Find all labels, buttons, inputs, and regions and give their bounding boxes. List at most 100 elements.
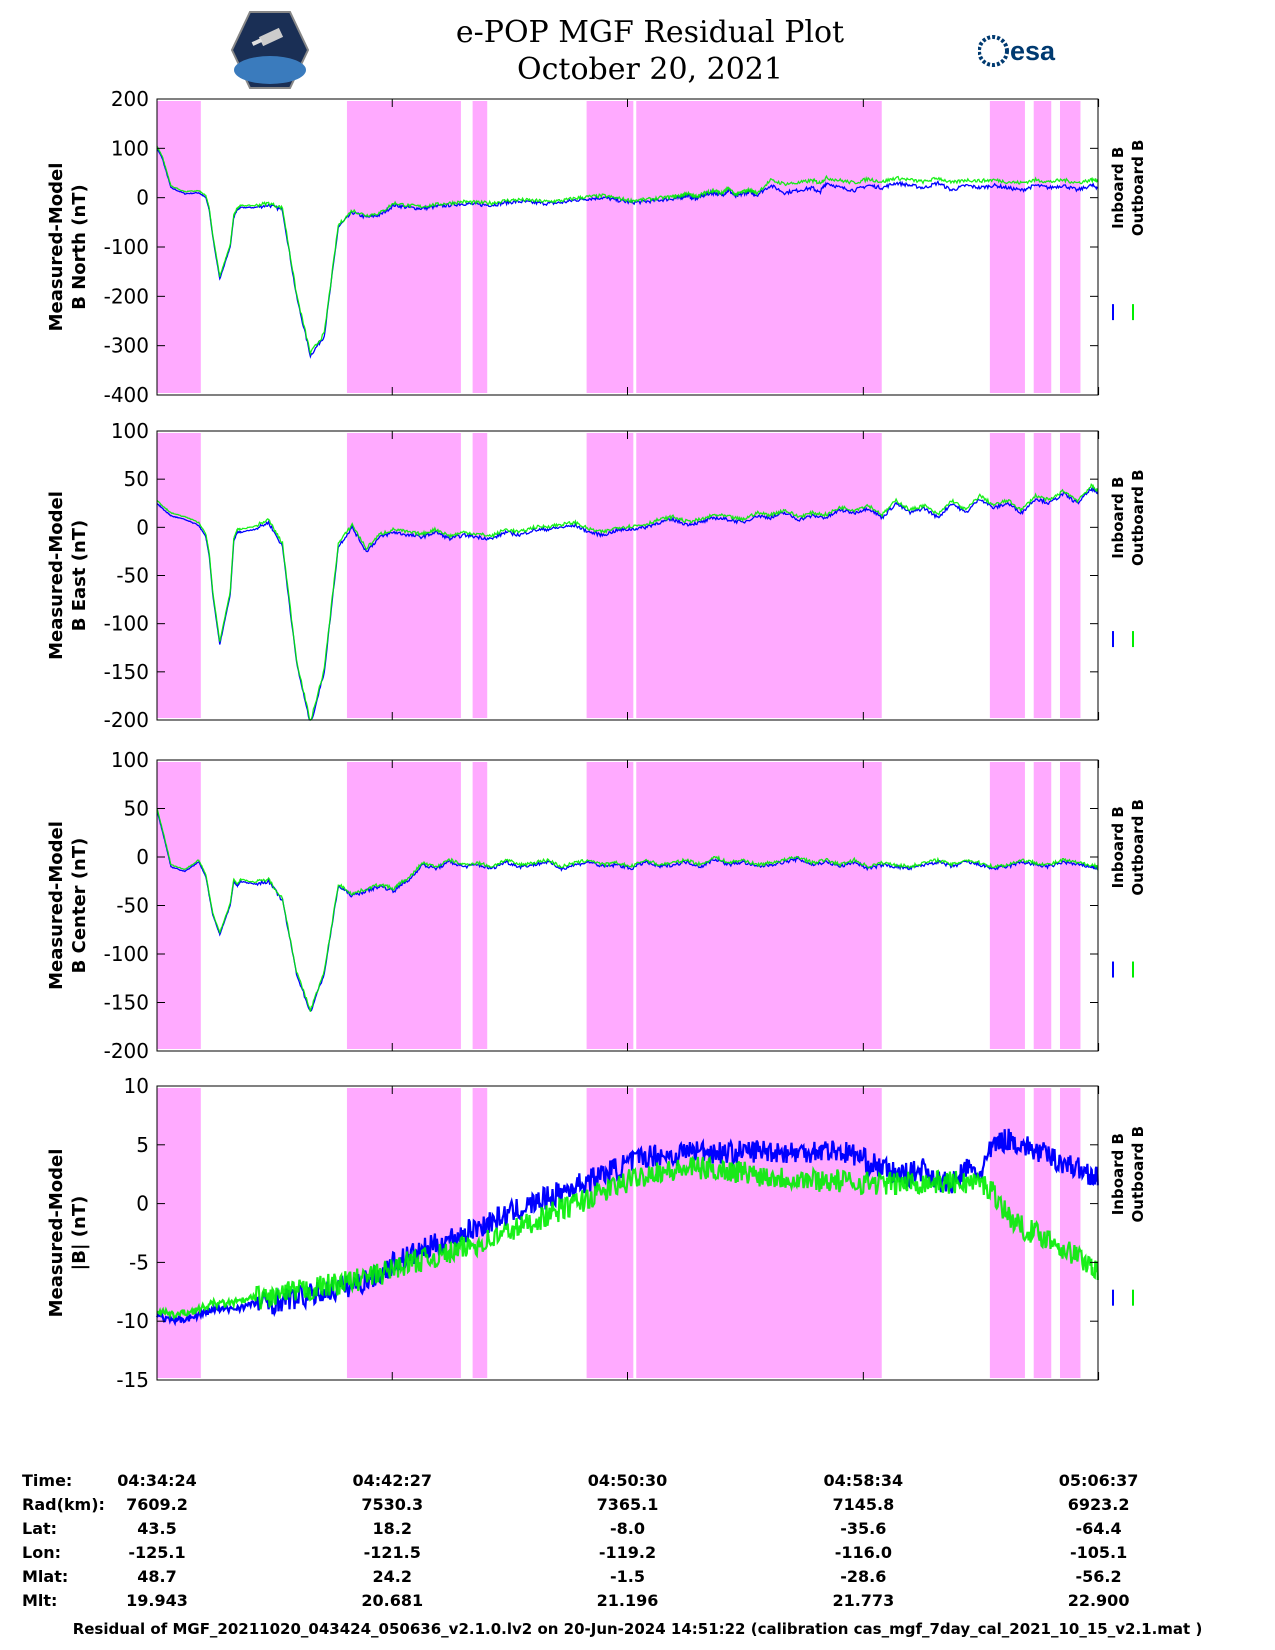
shaded-interval-2-5 bbox=[989, 762, 1025, 1049]
info-value-3-3: -116.0 bbox=[834, 1543, 892, 1562]
shaded-interval-3-1 bbox=[346, 1088, 461, 1378]
info-value-4-2: -64.4 bbox=[1075, 1519, 1122, 1538]
ytick-label-2-4: -100 bbox=[104, 942, 149, 966]
series-line-1-0 bbox=[156, 487, 1099, 721]
ytick-label-0-0: 200 bbox=[111, 87, 149, 111]
shaded-interval-1-5 bbox=[989, 433, 1025, 718]
esa-logo: esa bbox=[977, 34, 1062, 72]
ytick-label-2-1: 50 bbox=[124, 797, 149, 821]
series-line-2-0 bbox=[156, 810, 1098, 1012]
orbit-info-table: Time: Rad(km): Lat: Lon: Mlat: Mlt: 04:3… bbox=[0, 1463, 1275, 1610]
footer-caption: Residual of MGF_20211020_043424_050636_v… bbox=[72, 1620, 1203, 1638]
info-value-1-2: 18.2 bbox=[372, 1519, 412, 1538]
info-label-mlat: Mlat: bbox=[22, 1567, 69, 1586]
ytick-label-3-0: 10 bbox=[124, 1074, 149, 1098]
legend-label-inboard-3: Inboard B bbox=[1109, 1133, 1127, 1215]
ytick-label-2-5: -150 bbox=[104, 991, 149, 1015]
info-label-rad: Rad(km): bbox=[22, 1495, 105, 1514]
ytick-label-2-3: -50 bbox=[116, 894, 149, 918]
shaded-interval-0-2 bbox=[472, 101, 488, 393]
legend-label-outboard-0: Outboard B bbox=[1129, 140, 1147, 237]
cassiope-logo bbox=[230, 10, 310, 94]
series-line-3-1 bbox=[156, 1155, 1099, 1320]
shaded-interval-2-7 bbox=[1060, 762, 1081, 1049]
info-value-2-0: 04:50:30 bbox=[587, 1471, 668, 1490]
title-line-2: October 20, 2021 bbox=[517, 52, 783, 87]
shaded-interval-3-4 bbox=[636, 1088, 882, 1378]
info-value-0-3: -125.1 bbox=[128, 1543, 186, 1562]
ytick-label-1-4: -100 bbox=[104, 612, 149, 636]
ytick-label-1-3: -50 bbox=[116, 564, 149, 588]
shaded-interval-2-2 bbox=[472, 762, 488, 1049]
shaded-interval-1-4 bbox=[636, 433, 882, 718]
info-value-2-1: 7365.1 bbox=[596, 1495, 659, 1514]
info-value-4-0: 05:06:37 bbox=[1058, 1471, 1139, 1490]
info-value-3-5: 21.773 bbox=[832, 1591, 895, 1610]
shaded-interval-0-3 bbox=[586, 101, 634, 393]
legend-label-inboard-1: Inboard B bbox=[1109, 477, 1127, 559]
ytick-label-0-4: -200 bbox=[104, 284, 149, 308]
ytick-label-3-2: 0 bbox=[136, 1192, 149, 1216]
info-value-4-5: 22.900 bbox=[1067, 1591, 1130, 1610]
series-line-0-1 bbox=[156, 145, 1099, 357]
legend-label-outboard-1: Outboard B bbox=[1129, 469, 1147, 566]
info-value-0-1: 7609.2 bbox=[126, 1495, 188, 1514]
series-line-2-1 bbox=[156, 808, 1099, 1012]
info-value-3-0: 04:58:34 bbox=[823, 1471, 904, 1490]
info-value-0-5: 19.943 bbox=[126, 1591, 188, 1610]
shaded-interval-2-4 bbox=[636, 762, 882, 1049]
ytick-label-1-6: -200 bbox=[104, 708, 149, 732]
shaded-interval-1-6 bbox=[1033, 433, 1052, 718]
shaded-interval-2-3 bbox=[586, 762, 634, 1049]
info-value-4-1: 6923.2 bbox=[1067, 1495, 1130, 1514]
ytick-label-3-1: 5 bbox=[136, 1133, 149, 1157]
esa-logo-text: esa bbox=[1010, 36, 1056, 66]
ylabel-line1-3: Measured-Model bbox=[46, 1149, 67, 1318]
info-label-mlt: Mlt: bbox=[22, 1591, 58, 1610]
info-value-1-1: 7530.3 bbox=[361, 1495, 424, 1514]
info-label-time: Time: bbox=[22, 1471, 73, 1490]
info-value-1-0: 04:42:27 bbox=[352, 1471, 433, 1490]
ylabel-line1-1: Measured-Model bbox=[46, 491, 67, 660]
ytick-label-0-1: 100 bbox=[111, 136, 149, 160]
ytick-label-1-0: 100 bbox=[111, 419, 149, 443]
shaded-interval-3-2 bbox=[472, 1088, 488, 1378]
ytick-label-1-2: 0 bbox=[136, 515, 149, 539]
info-value-2-4: -1.5 bbox=[610, 1567, 645, 1586]
shaded-interval-1-2 bbox=[472, 433, 488, 718]
ylabel-line2-2: B Center (nT) bbox=[69, 838, 90, 974]
ylabel-line2-0: B North (nT) bbox=[69, 184, 90, 310]
ytick-label-2-6: -200 bbox=[104, 1039, 149, 1063]
info-label-lon: Lon: bbox=[22, 1543, 61, 1562]
shaded-interval-3-0 bbox=[157, 1088, 201, 1378]
series-line-3-0 bbox=[155, 1128, 1099, 1327]
info-value-3-2: -35.6 bbox=[840, 1519, 887, 1538]
shaded-interval-1-3 bbox=[586, 433, 634, 718]
ytick-label-3-5: -15 bbox=[116, 1368, 149, 1392]
shaded-interval-2-1 bbox=[346, 762, 461, 1049]
legend-label-outboard-3: Outboard B bbox=[1129, 1126, 1147, 1223]
info-value-4-3: -105.1 bbox=[1069, 1543, 1128, 1562]
info-value-2-5: 21.196 bbox=[596, 1591, 659, 1610]
chart-title: e-POP MGF Residual Plot October 20, 2021 bbox=[360, 14, 940, 88]
shaded-interval-0-6 bbox=[1033, 101, 1052, 393]
shaded-interval-2-6 bbox=[1033, 762, 1052, 1049]
ylabel-line2-1: B East (nT) bbox=[69, 520, 90, 632]
title-line-1: e-POP MGF Residual Plot bbox=[455, 15, 845, 50]
info-value-2-3: -119.2 bbox=[598, 1543, 657, 1562]
ytick-label-0-2: 0 bbox=[136, 186, 149, 210]
shaded-interval-1-7 bbox=[1060, 433, 1081, 718]
series-line-1-1 bbox=[156, 483, 1099, 721]
ytick-label-1-5: -150 bbox=[104, 660, 149, 684]
ytick-label-0-6: -400 bbox=[104, 383, 149, 407]
ylabel-line1-0: Measured-Model bbox=[46, 163, 67, 332]
info-value-3-4: -28.6 bbox=[840, 1567, 887, 1586]
shaded-interval-0-7 bbox=[1060, 101, 1081, 393]
ytick-label-3-4: -10 bbox=[116, 1309, 149, 1333]
legend-label-inboard-2: Inboard B bbox=[1109, 806, 1127, 888]
info-value-3-1: 7145.8 bbox=[832, 1495, 895, 1514]
ytick-label-3-3: -5 bbox=[129, 1250, 149, 1274]
ylabel-line2-3: |B| (nT) bbox=[69, 1196, 90, 1271]
shaded-interval-3-7 bbox=[1060, 1088, 1081, 1378]
